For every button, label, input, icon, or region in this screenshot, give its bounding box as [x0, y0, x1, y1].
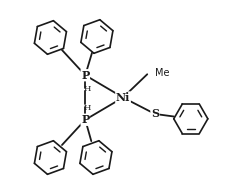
Text: Ni: Ni [116, 92, 130, 103]
Text: P: P [81, 70, 89, 81]
Text: H: H [84, 104, 91, 112]
Text: P: P [81, 114, 89, 125]
Text: H: H [84, 84, 91, 93]
Text: S: S [151, 108, 159, 120]
Text: Me: Me [155, 68, 169, 78]
